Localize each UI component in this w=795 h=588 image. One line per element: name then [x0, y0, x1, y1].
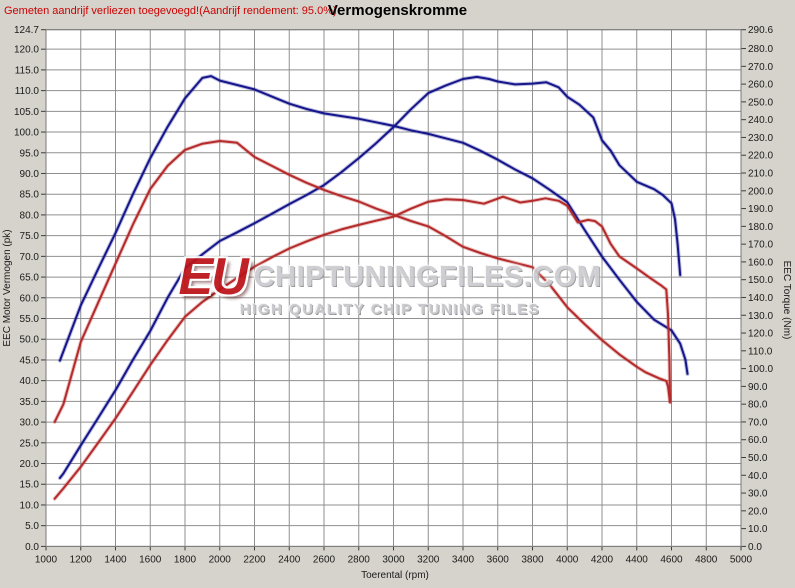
y-right-tick-label: 200.0: [748, 186, 773, 197]
y-right-tick-label: 10.0: [748, 524, 768, 535]
drivetrain-loss-annotation: Gemeten aandrijf verliezen toegevoegd!(A…: [4, 5, 337, 17]
y-left-tick-label: 124.7: [14, 25, 39, 36]
y-right-tick-label: 230.0: [748, 133, 773, 144]
y-right-tick-label: 150.0: [748, 275, 773, 286]
x-tick-label: 3000: [382, 554, 405, 565]
y-left-tick-label: 75.0: [20, 231, 40, 242]
y-left-tick-label: 80.0: [20, 210, 40, 221]
y-right-tick-label: 240.0: [748, 115, 773, 126]
y-right-tick-label: 260.0: [748, 80, 773, 91]
y-left-tick-label: 120.0: [14, 45, 39, 56]
y-axis-right-title: EEC Torque (Nm): [781, 260, 792, 340]
y-right-tick-label: 170.0: [748, 240, 773, 251]
y-axis-left-title: EEC Motor Vermogen (pk): [2, 229, 13, 347]
y-left-tick-label: 20.0: [20, 459, 40, 470]
x-tick-label: 3800: [521, 554, 544, 565]
x-tick-label: 1800: [174, 554, 197, 565]
y-left-tick-label: 110.0: [15, 86, 40, 97]
x-tick-label: 3600: [487, 554, 510, 565]
y-left-tick-label: 45.0: [20, 355, 40, 366]
y-left-tick-label: 5.0: [25, 521, 39, 532]
x-tick-label: 1400: [104, 554, 127, 565]
y-right-tick-label: 270.0: [748, 62, 773, 73]
y-right-tick-label: 140.0: [748, 293, 773, 304]
y-left-tick-label: 0.0: [25, 542, 39, 553]
y-left-tick-label: 115.0: [15, 65, 40, 76]
y-right-tick-label: 40.0: [748, 471, 768, 482]
x-tick-label: 4800: [695, 554, 718, 565]
y-left-tick-label: 50.0: [20, 335, 40, 346]
curve-torque-red-original: [53, 140, 672, 423]
y-right-tick-label: 190.0: [748, 204, 773, 215]
y-right-tick-label: 90.0: [748, 382, 768, 393]
x-tick-label: 1000: [35, 554, 58, 565]
x-tick-label: 5000: [730, 554, 753, 565]
x-tick-label: 1200: [70, 554, 93, 565]
y-right-tick-label: 290.6: [748, 25, 773, 36]
x-tick-label: 3200: [417, 554, 440, 565]
y-left-tick-label: 15.0: [20, 480, 40, 491]
y-right-tick-label: 20.0: [748, 506, 768, 517]
x-tick-label: 2200: [243, 554, 266, 565]
y-left-tick-label: 85.0: [20, 190, 40, 201]
y-right-tick-label: 220.0: [748, 151, 773, 162]
y-right-tick-label: 50.0: [748, 453, 768, 464]
y-right-tick-label: 280.0: [748, 44, 773, 55]
x-tick-label: 3400: [452, 554, 475, 565]
y-right-tick-label: 80.0: [748, 400, 768, 411]
y-right-tick-label: 0.0: [748, 542, 762, 553]
y-right-tick-label: 210.0: [748, 169, 773, 180]
x-tick-label: 2400: [278, 554, 301, 565]
y-left-tick-label: 40.0: [20, 376, 40, 387]
y-left-tick-label: 70.0: [20, 252, 40, 263]
x-tick-label: 2800: [348, 554, 371, 565]
y-right-tick-label: 250.0: [748, 97, 773, 108]
y-left-tick-label: 30.0: [20, 418, 40, 429]
y-left-tick-label: 90.0: [20, 169, 40, 180]
x-tick-label: 4000: [556, 554, 579, 565]
x-tick-label: 2600: [313, 554, 336, 565]
x-tick-label: 4400: [626, 554, 649, 565]
y-right-tick-label: 70.0: [748, 417, 768, 428]
page-title: Vermogenskromme: [327, 2, 468, 19]
y-left-tick-label: 10.0: [20, 500, 40, 511]
curve-torque-blue-tuned: [58, 75, 689, 375]
y-left-tick-label: 60.0: [20, 293, 40, 304]
y-right-tick-label: 180.0: [748, 222, 773, 233]
y-left-tick-label: 25.0: [20, 438, 40, 449]
y-left-tick-label: 65.0: [20, 273, 40, 284]
y-left-tick-label: 105.0: [14, 107, 39, 118]
curve-power-blue-tuned: [58, 75, 682, 479]
x-tick-label: 2000: [209, 554, 232, 565]
y-right-tick-label: 100.0: [748, 364, 773, 375]
y-left-tick-label: 55.0: [20, 314, 40, 325]
y-left-tick-label: 100.0: [14, 128, 39, 139]
y-right-tick-label: 60.0: [748, 435, 768, 446]
curve-power-red-original: [53, 195, 672, 500]
x-tick-label: 1600: [139, 554, 162, 565]
plot-frame: [45, 29, 742, 547]
y-right-tick-label: 110.0: [748, 346, 773, 357]
y-right-tick-label: 30.0: [748, 489, 768, 500]
y-right-tick-label: 130.0: [748, 311, 773, 322]
x-tick-label: 4200: [591, 554, 614, 565]
y-right-tick-label: 120.0: [748, 329, 773, 340]
y-left-tick-label: 35.0: [20, 397, 40, 408]
y-left-tick-label: 95.0: [20, 148, 40, 159]
y-right-tick-label: 160.0: [748, 257, 773, 268]
x-axis-title: Toerental (rpm): [361, 570, 429, 581]
x-tick-label: 4600: [660, 554, 683, 565]
